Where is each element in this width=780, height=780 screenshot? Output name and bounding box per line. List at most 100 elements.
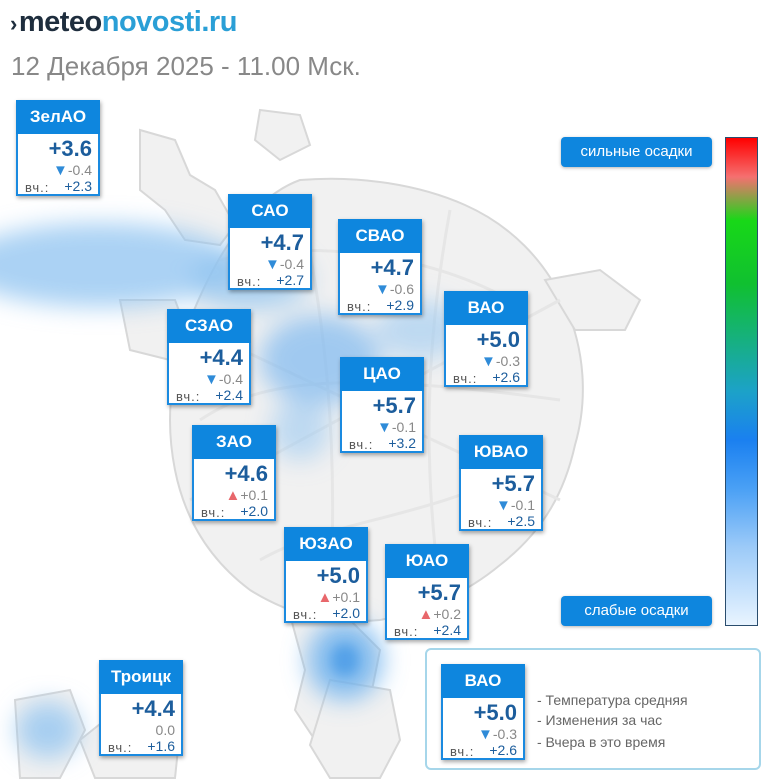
district-name: ЦАО	[340, 357, 424, 391]
arrow-down-icon: ▼	[265, 256, 280, 273]
yesterday-label: вч.:	[201, 505, 226, 520]
district-name: СВАО	[338, 219, 422, 253]
district-card-szao[interactable]: СЗАО +4.4 ▼-0.4 вч.: +2.4	[167, 309, 251, 405]
hourly-change: ▼-0.4	[53, 162, 92, 179]
arrow-down-icon: ▼	[478, 726, 493, 743]
yesterday-label: вч.:	[349, 437, 374, 452]
hourly-change: 0.0	[156, 722, 175, 738]
logo-text-part1: meteo	[18, 6, 102, 38]
district-card-vao[interactable]: ВАО +5.0 ▼-0.3 вч.: +2.6	[444, 291, 528, 387]
legend-yesterday-explanation: - Вчера в это время	[537, 734, 666, 750]
change-value: -0.1	[510, 497, 535, 513]
logo-text-part2: novosti.ru	[101, 6, 238, 38]
temperature: +4.4	[199, 345, 243, 370]
yesterday-value: +2.5	[507, 513, 535, 529]
district-card-zelao[interactable]: ЗелАО +3.6 ▼-0.4 вч.: +2.3	[16, 100, 100, 196]
yesterday-value: +2.3	[64, 178, 92, 194]
arrow-down-icon: ▼	[481, 353, 496, 370]
yesterday-label: вч.:	[108, 740, 133, 755]
yesterday-label: вч.:	[25, 180, 50, 195]
yesterday-label: вч.:	[293, 607, 318, 622]
change-value: +0.1	[332, 589, 360, 605]
yesterday-value: +2.0	[240, 503, 268, 519]
district-card-cao[interactable]: ЦАО +5.7 ▼-0.1 вч.: +3.2	[340, 357, 424, 453]
site-logo[interactable]: ›meteonovosti.ru	[10, 6, 237, 39]
district-card-svao[interactable]: СВАО +4.7 ▼-0.6 вч.: +2.9	[338, 219, 422, 315]
arrow-down-icon: ▼	[377, 419, 392, 436]
district-card-yuvao[interactable]: ЮВАО +5.7 ▼-0.1 вч.: +2.5	[459, 435, 543, 531]
arrow-down-icon: ▼	[496, 497, 511, 514]
district-name: ЗелАО	[16, 100, 100, 134]
temperature: +5.0	[473, 700, 517, 725]
heavy-precipitation-label: сильные осадки	[561, 137, 712, 167]
district-name: САО	[228, 194, 312, 228]
district-card-sao[interactable]: САО +4.7 ▼-0.4 вч.: +2.7	[228, 194, 312, 290]
hourly-change: ▲+0.1	[226, 487, 269, 504]
arrow-down-icon: ▼	[375, 281, 390, 298]
temperature: +5.0	[316, 563, 360, 588]
district-name: СЗАО	[167, 309, 251, 343]
change-value: +0.2	[433, 606, 461, 622]
yesterday-value: +2.9	[386, 297, 414, 313]
change-value: -0.4	[67, 162, 92, 178]
yesterday-value: +3.2	[388, 435, 416, 451]
district-name: ВАО	[441, 664, 525, 698]
hourly-change: ▼-0.3	[481, 353, 520, 370]
temperature: +5.7	[491, 471, 535, 496]
yesterday-value: +2.6	[492, 369, 520, 385]
arrow-up-icon: ▲	[418, 606, 434, 623]
change-value: -0.4	[279, 256, 304, 272]
temperature: +4.6	[224, 461, 268, 486]
district-name: ЮАО	[385, 544, 469, 578]
change-value: +0.1	[240, 487, 268, 503]
precipitation-color-scale	[725, 137, 758, 626]
hourly-change: ▲+0.2	[419, 606, 462, 623]
temperature: +5.7	[417, 580, 461, 605]
logo-mark-icon: ›	[10, 11, 17, 36]
district-name: ЗАО	[192, 425, 276, 459]
yesterday-label: вч.:	[453, 371, 478, 386]
yesterday-label: вч.:	[347, 299, 372, 314]
arrow-up-icon: ▲	[317, 589, 333, 606]
district-card-yuzao[interactable]: ЮЗАО +5.0 ▲+0.1 вч.: +2.0	[284, 527, 368, 623]
district-card-yuao[interactable]: ЮАО +5.7 ▲+0.2 вч.: +2.4	[385, 544, 469, 640]
hourly-change: ▲+0.1	[318, 589, 361, 606]
hourly-change: ▼-0.6	[375, 281, 414, 298]
district-name: Троицк	[99, 660, 183, 694]
legend-sample-card: ВАО +5.0 ▼-0.3 вч.: +2.6	[441, 664, 525, 760]
yesterday-label: вч.:	[450, 744, 475, 759]
yesterday-value: +2.7	[276, 272, 304, 288]
arrow-down-icon: ▼	[53, 162, 68, 179]
hourly-change: ▼-0.3	[478, 726, 517, 743]
temperature: +5.7	[372, 393, 416, 418]
change-value: -0.4	[218, 371, 243, 387]
district-card-zao[interactable]: ЗАО +4.6 ▲+0.1 вч.: +2.0	[192, 425, 276, 521]
light-precipitation-label: слабые осадки	[561, 596, 712, 626]
change-value: -0.3	[492, 726, 517, 742]
yesterday-label: вч.:	[394, 624, 419, 639]
change-value: -0.6	[389, 281, 414, 297]
hourly-change: ▼-0.4	[204, 371, 243, 388]
change-value: 0.0	[155, 722, 175, 738]
legend-change-explanation: - Изменения за час	[537, 712, 663, 728]
district-name: ВАО	[444, 291, 528, 325]
change-value: -0.1	[391, 419, 416, 435]
yesterday-label: вч.:	[468, 515, 493, 530]
yesterday-value: +2.6	[489, 742, 517, 758]
yesterday-label: вч.:	[176, 389, 201, 404]
legend-panel: ВАО +5.0 ▼-0.3 вч.: +2.6 - Температура с…	[425, 648, 761, 770]
temperature: +4.7	[260, 230, 304, 255]
district-name: ЮЗАО	[284, 527, 368, 561]
change-value: -0.3	[495, 353, 520, 369]
district-name: ЮВАО	[459, 435, 543, 469]
yesterday-label: вч.:	[237, 274, 262, 289]
arrow-up-icon: ▲	[225, 487, 241, 504]
temperature: +4.4	[131, 696, 175, 721]
yesterday-value: +2.4	[215, 387, 243, 403]
hourly-change: ▼-0.1	[496, 497, 535, 514]
temperature: +5.0	[476, 327, 520, 352]
hourly-change: ▼-0.1	[377, 419, 416, 436]
date-time: 12 Декабря 2025 - 11.00 Мск.	[11, 51, 361, 81]
legend-temp-explanation: - Температура средняя	[537, 692, 688, 708]
district-card-troitsk[interactable]: Троицк +4.4 0.0 вч.: +1.6	[99, 660, 183, 756]
